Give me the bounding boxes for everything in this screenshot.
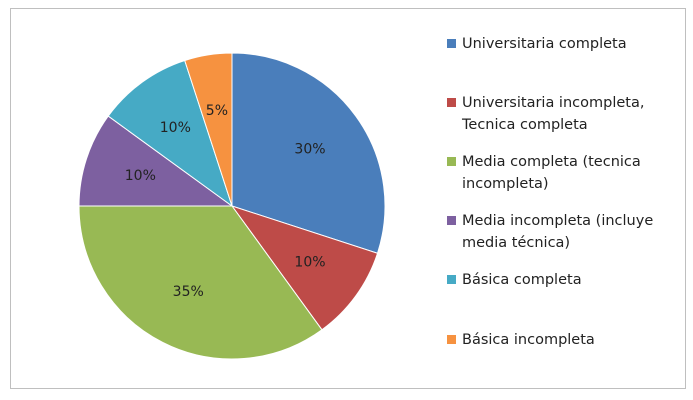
pie-slice <box>184 52 233 207</box>
chart-frame <box>10 8 686 389</box>
pie-slice <box>230 205 379 331</box>
pie-slice <box>78 115 234 207</box>
legend-item: Universitaria incompleta, Tecnica comple… <box>447 92 672 136</box>
pie-slice <box>107 59 233 208</box>
legend-item: Básica incompleta <box>447 329 672 351</box>
legend-label: Básica completa <box>462 272 582 288</box>
legend-item: Universitaria completa <box>447 33 672 55</box>
data-label: 35% <box>173 284 204 300</box>
legend-swatch <box>447 157 456 166</box>
legend-item: Media incompleta (incluye media técnica) <box>447 210 672 254</box>
legend-swatch <box>447 275 456 284</box>
data-label: 30% <box>294 141 325 157</box>
data-label: 10% <box>294 255 325 271</box>
pie-slice <box>231 52 386 254</box>
legend-swatch <box>447 216 456 225</box>
legend-item: Básica completa <box>447 269 672 291</box>
data-label: 10% <box>160 120 191 136</box>
legend-label: Universitaria completa <box>462 36 627 52</box>
legend-swatch <box>447 39 456 48</box>
legend-swatch <box>447 335 456 344</box>
legend-item: Media completa (tecnica incompleta) <box>447 151 672 195</box>
legend-swatch <box>447 98 456 107</box>
legend-label: Media completa (tecnica incompleta) <box>462 154 641 192</box>
data-label: 10% <box>125 168 156 184</box>
legend-label: Básica incompleta <box>462 332 595 348</box>
pie-slice <box>78 205 323 360</box>
data-label: 5% <box>206 103 228 119</box>
legend-label: Universitaria incompleta, Tecnica comple… <box>462 95 645 133</box>
legend-label: Media incompleta (incluye media técnica) <box>462 213 654 251</box>
